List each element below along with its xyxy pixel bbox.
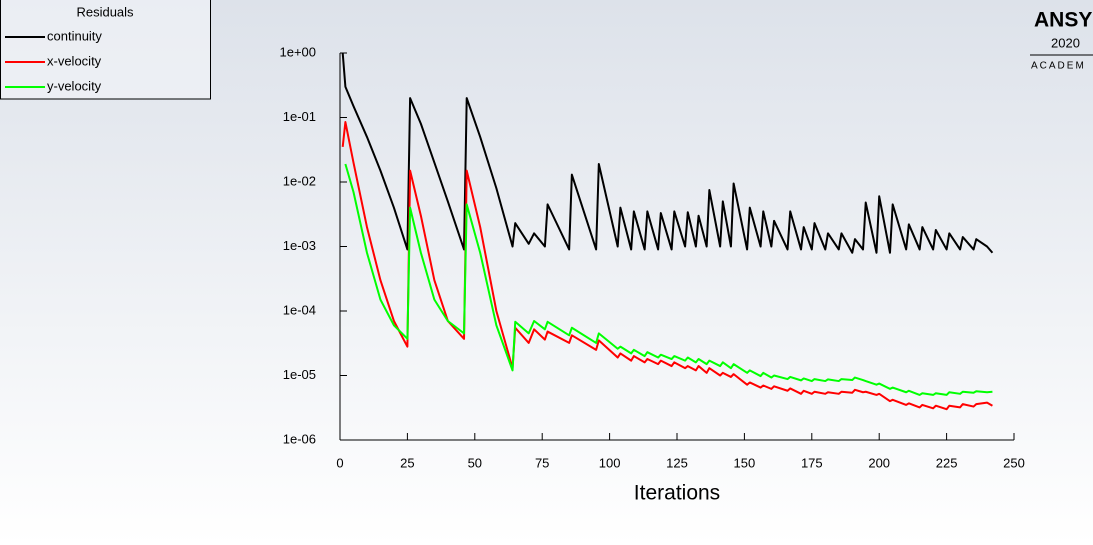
y-tick-label: 1e+00 [279, 44, 316, 59]
series-line [341, 52, 994, 254]
legend: continuity x-velocity y-velocity [5, 28, 102, 93]
plot: 1e-06 1e-05 1e-04 1e-03 1e-02 1e-01 1e+00 0 25 50… [279, 44, 1024, 470]
series-line [341, 121, 993, 411]
x-tick-label: 0 [336, 455, 343, 470]
legend-label: x-velocity [47, 53, 102, 68]
brand-edition: ACADEM [1031, 61, 1086, 72]
x-tick-label: 175 [801, 455, 823, 470]
x-tick-label: 200 [868, 455, 890, 470]
brand-logo: ANSY [1034, 9, 1092, 32]
legend-box [0, 0, 211, 100]
legend-label: y-velocity [47, 78, 102, 93]
x-tick-label: 100 [599, 455, 621, 470]
x-tick-label: 75 [535, 455, 549, 470]
legend-title: Residuals [76, 4, 134, 19]
x-tick-label: 50 [468, 455, 482, 470]
series-line [344, 163, 993, 396]
brand-version: 2020 [1051, 35, 1080, 50]
y-tick-label: 1e-01 [283, 109, 316, 124]
x-tick-label: 225 [936, 455, 958, 470]
x-tick-label: 150 [734, 455, 756, 470]
y-tick-label: 1e-02 [283, 173, 316, 188]
legend-label: continuity [47, 28, 102, 43]
x-tick-label: 125 [666, 455, 688, 470]
x-tick-label: 25 [400, 455, 414, 470]
y-tick-label: 1e-06 [283, 431, 316, 446]
y-tick-label: 1e-04 [283, 302, 316, 317]
x-tick-label: 250 [1003, 455, 1025, 470]
y-tick-label: 1e-05 [283, 367, 316, 382]
x-axis-label: Iterations [634, 482, 720, 505]
y-tick-label: 1e-03 [283, 238, 316, 253]
